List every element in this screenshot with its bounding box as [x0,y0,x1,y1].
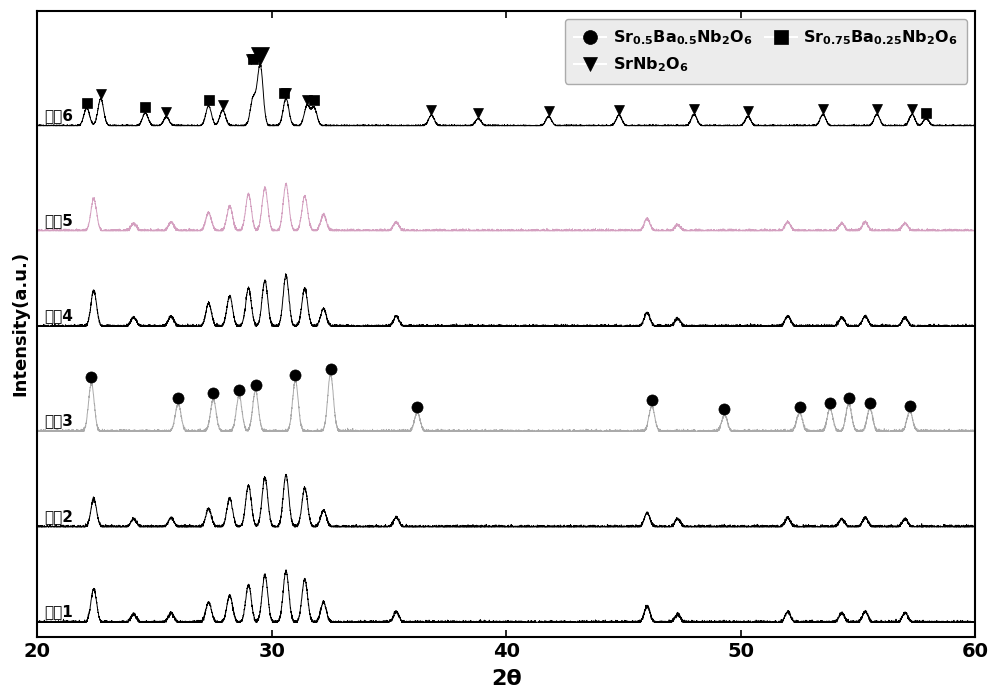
X-axis label: 2θ: 2θ [491,669,522,689]
Text: 实夁3: 实夁3 [44,414,73,428]
Text: 实夁4: 实夁4 [44,309,73,323]
Y-axis label: Intensity(a.u.): Intensity(a.u.) [11,251,29,396]
Text: 实夁2: 实夁2 [44,509,73,524]
Text: 实夁6: 实夁6 [44,108,73,123]
Text: 实夁1: 实夁1 [44,605,73,620]
Legend: $\mathbf{Sr_{0.5}Ba_{0.5}Nb_2O_6}$, $\mathbf{SrNb_2O_6}$, $\mathbf{Sr_{0.75}Ba_{: $\mathbf{Sr_{0.5}Ba_{0.5}Nb_2O_6}$, $\ma… [565,19,967,84]
Text: 实夁5: 实夁5 [44,213,73,228]
